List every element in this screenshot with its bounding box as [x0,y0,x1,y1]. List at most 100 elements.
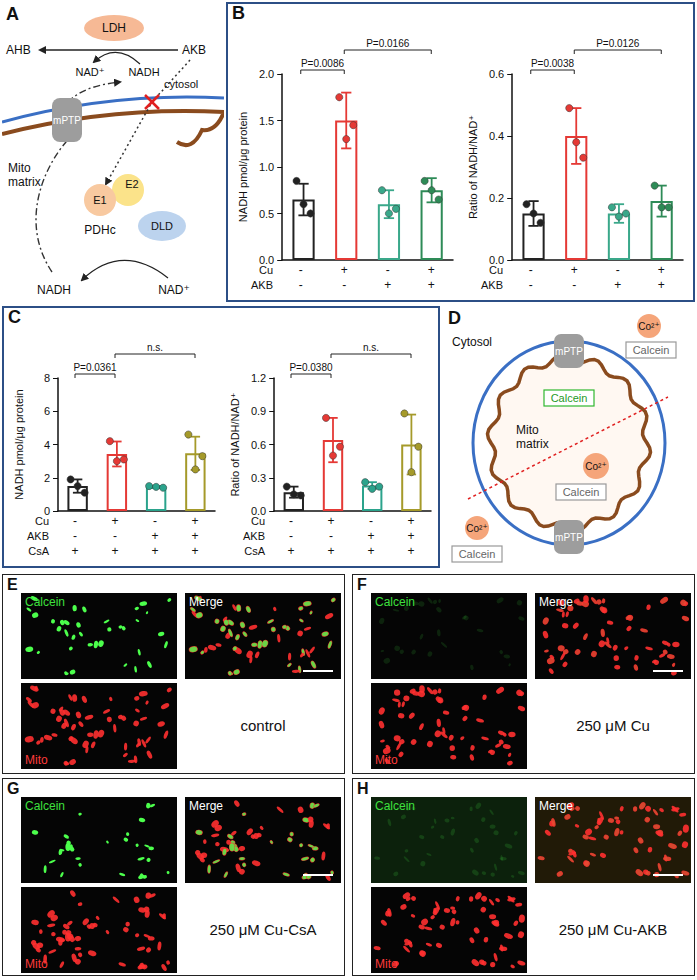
svg-text:+: + [111,514,118,528]
svg-text:G: G [7,780,19,797]
svg-text:+: + [428,278,435,292]
svg-text:control: control [240,717,285,734]
svg-text:8: 8 [44,372,50,384]
svg-text:H: H [357,780,369,797]
svg-text:0.0: 0.0 [251,505,266,517]
svg-text:-: - [386,263,390,277]
svg-text:0.6: 0.6 [489,68,504,80]
svg-text:Mito: Mito [25,957,48,971]
svg-text:F: F [357,576,367,593]
svg-text:Mito: Mito [375,753,398,767]
svg-text:NADH: NADH [128,66,159,78]
svg-text:-: - [73,514,77,528]
svg-text:-: - [529,263,533,277]
svg-text:P=0.0086: P=0.0086 [301,58,345,69]
svg-text:+: + [614,278,621,292]
svg-text:Calcein: Calcein [25,799,65,813]
svg-text:2.0: 2.0 [259,68,274,80]
svg-text:Cytosol: Cytosol [452,335,492,349]
svg-text:4: 4 [44,439,50,451]
svg-text:Co²⁺: Co²⁺ [585,461,606,472]
svg-text:matrix: matrix [8,175,41,189]
svg-text:+: + [407,529,414,543]
svg-text:+: + [327,544,334,558]
svg-text:0.3: 0.3 [251,472,266,484]
svg-text:A: A [6,4,19,24]
svg-text:Merge: Merge [189,799,223,813]
svg-text:LDH: LDH [102,21,126,35]
svg-text:+: + [327,514,334,528]
svg-text:Co²⁺: Co²⁺ [466,523,487,534]
svg-text:0.5: 0.5 [259,208,274,220]
svg-text:+: + [341,263,348,277]
svg-text:Calcein: Calcein [25,595,65,609]
svg-text:mPTP: mPTP [53,115,81,126]
svg-text:-: - [342,278,346,292]
svg-text:matrix: matrix [516,437,549,451]
svg-text:+: + [151,544,158,558]
svg-text:-: - [113,529,117,543]
svg-text:E: E [7,576,18,593]
svg-text:-: - [73,529,77,543]
svg-text:-: - [329,529,333,543]
svg-text:NADH pmol/μg protein: NADH pmol/μg protein [237,112,249,222]
svg-text:Mito: Mito [25,753,48,767]
svg-text:1.0: 1.0 [259,161,274,173]
svg-text:Calcein: Calcein [375,799,415,813]
svg-text:0.4: 0.4 [489,130,504,142]
svg-text:+: + [287,544,294,558]
svg-text:-: - [572,278,576,292]
svg-text:+: + [367,529,374,543]
svg-text:+: + [151,529,158,543]
svg-text:-: - [369,514,373,528]
svg-text:+: + [111,544,118,558]
svg-text:P=0.0126: P=0.0126 [596,38,640,49]
svg-text:+: + [407,514,414,528]
svg-text:+: + [191,544,198,558]
svg-text:CsA: CsA [28,545,49,557]
svg-text:0.6: 0.6 [251,439,266,451]
svg-text:-: - [289,514,293,528]
svg-text:-: - [616,263,620,277]
svg-text:NADH: NADH [37,283,71,297]
svg-text:250 μM Cu: 250 μM Cu [576,717,650,734]
svg-text:Calcein: Calcein [563,486,600,498]
svg-text:cytosol: cytosol [164,78,198,90]
svg-text:CsA: CsA [244,545,265,557]
svg-text:AKB: AKB [243,530,265,542]
svg-text:0.9: 0.9 [251,405,266,417]
svg-text:+: + [658,263,665,277]
svg-text:Co²⁺: Co²⁺ [638,321,659,332]
svg-text:NADH pmol/μg protein: NADH pmol/μg protein [13,389,25,499]
svg-text:AKB: AKB [27,530,49,542]
svg-text:Merge: Merge [539,799,573,813]
svg-text:Merge: Merge [189,595,223,609]
svg-text:-: - [299,263,303,277]
svg-text:-: - [289,529,293,543]
svg-text:-: - [529,278,533,292]
svg-text:D: D [448,308,461,328]
svg-text:NAD⁺: NAD⁺ [75,66,104,78]
svg-text:Ratio of NADH/NAD⁺: Ratio of NADH/NAD⁺ [229,392,241,496]
svg-text:+: + [191,529,198,543]
svg-text:+: + [384,278,391,292]
svg-text:AHB: AHB [6,43,31,57]
svg-text:Mito: Mito [375,957,398,971]
svg-text:PDHc: PDHc [84,223,115,237]
svg-text:mPTP: mPTP [555,532,583,543]
svg-text:-: - [299,278,303,292]
svg-text:+: + [191,514,198,528]
svg-text:0.2: 0.2 [489,192,504,204]
svg-text:NAD⁺: NAD⁺ [158,283,190,297]
svg-text:P=0.0038: P=0.0038 [531,58,575,69]
svg-text:E2: E2 [125,178,138,190]
svg-text:AKB: AKB [182,43,206,57]
svg-text:Merge: Merge [539,595,573,609]
svg-text:n.s.: n.s. [363,342,379,353]
svg-text:Calcein: Calcein [459,548,496,560]
svg-text:+: + [367,544,374,558]
svg-text:-: - [153,514,157,528]
svg-text:E1: E1 [93,194,106,206]
svg-text:+: + [571,263,578,277]
svg-text:n.s.: n.s. [147,342,163,353]
